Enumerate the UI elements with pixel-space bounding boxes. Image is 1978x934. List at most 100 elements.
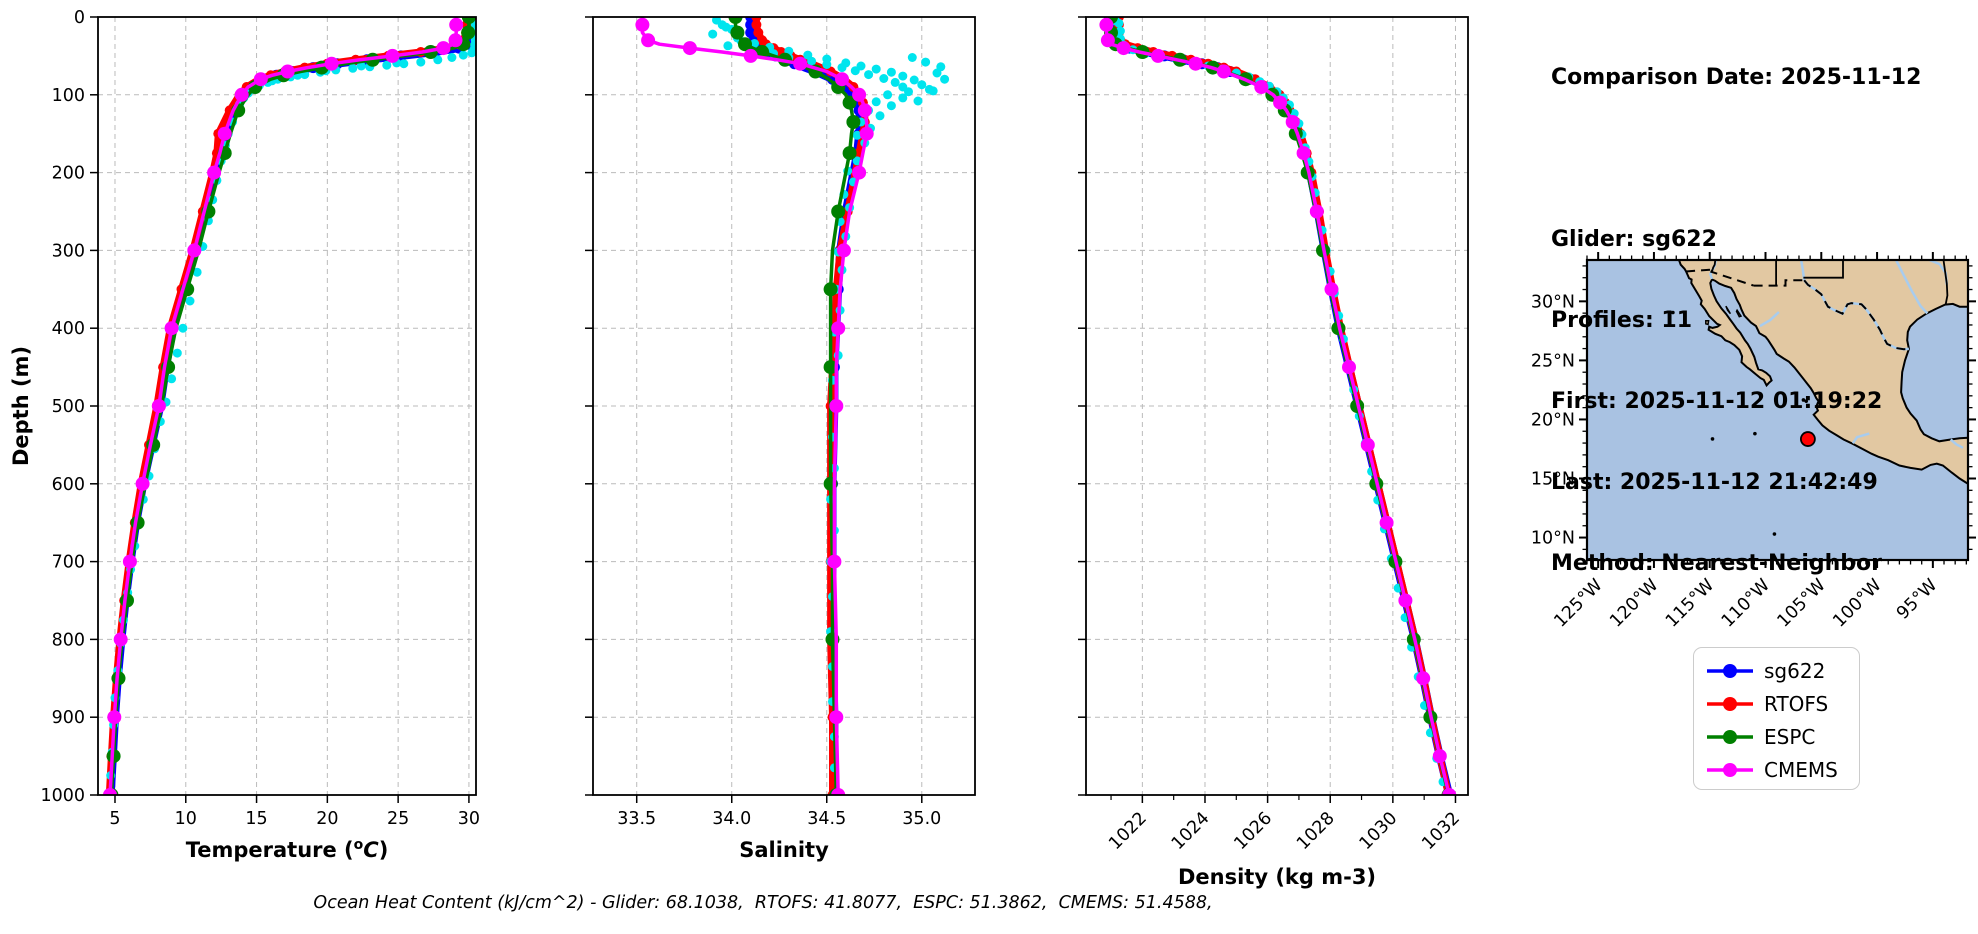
marker-cmems — [852, 87, 867, 102]
series-cmems — [1104, 17, 1451, 795]
map-river — [1949, 438, 1964, 449]
marker-cmems — [1285, 115, 1300, 129]
raw-scatter-point — [458, 50, 468, 60]
xtick-label: 20 — [316, 809, 338, 829]
marker-cmems — [1309, 204, 1324, 219]
map-lat-label: 30°N — [1531, 292, 1575, 312]
marker-cmems — [1360, 437, 1375, 452]
marker-cmems — [743, 48, 758, 63]
raw-scatter-point — [890, 77, 900, 87]
map-lat-label: 10°N — [1531, 529, 1575, 549]
xtick-label: 1022 — [1105, 808, 1151, 854]
map-islet — [1772, 532, 1777, 536]
glider-position-marker — [1800, 431, 1816, 447]
map-river — [1759, 311, 1780, 328]
marker-cmems — [1116, 41, 1131, 56]
ytick-label: 1000 — [40, 786, 85, 806]
raw-scatter-point — [447, 53, 457, 62]
ytick-label: 500 — [52, 397, 85, 417]
xtick-label: 30 — [458, 809, 480, 829]
map-island — [1735, 308, 1743, 318]
raw-scatter-point — [886, 67, 896, 77]
comparison-date-text: Comparison Date: 2025-11-12 — [1551, 65, 1922, 90]
map-border-dashed — [1803, 279, 1909, 351]
ohc-footer: Ocean Heat Content (kJ/cm^2) - Glider: 6… — [313, 893, 1213, 913]
last-profile-time-text: Last: 2025-11-12 21:42:49 — [1551, 470, 1878, 495]
raw-scatter-point — [822, 60, 832, 69]
ytick-label: 400 — [52, 319, 85, 339]
raw-scatter-point — [185, 296, 195, 306]
legend-entry-rtofs: RTOFS — [1706, 687, 1859, 720]
map-river — [1894, 260, 1929, 315]
marker-cmems — [852, 165, 867, 180]
temperature-axis-title: Temperature (oC) — [186, 837, 389, 862]
marker-cmems — [1398, 593, 1413, 608]
raw-scatter-point — [879, 74, 889, 83]
marker-cmems — [857, 103, 872, 118]
marker-cmems — [448, 33, 463, 48]
legend-label: sg622 — [1764, 658, 1826, 683]
xtick-label: 1024 — [1168, 808, 1214, 854]
salinity-axis-title: Salinity — [739, 838, 829, 862]
density-axis-title: Density (kg m-3) — [1178, 865, 1376, 889]
map-border-solid — [1803, 260, 1844, 279]
raw-scatter-point — [886, 101, 896, 111]
marker-cmems — [831, 788, 846, 795]
raw-scatter-point — [852, 130, 862, 140]
map-frame — [1585, 258, 1970, 562]
marker-espc — [728, 17, 743, 24]
marker-espc — [461, 17, 476, 24]
legend-entry-sg622: sg622 — [1706, 654, 1859, 687]
first-profile-time-text: First: 2025-11-12 01:19:22 — [1551, 389, 1883, 414]
xtick-label: 35.0 — [902, 809, 941, 829]
marker-cmems — [635, 17, 650, 32]
legend-label: RTOFS — [1764, 691, 1829, 716]
xtick-label: 1026 — [1231, 808, 1277, 854]
raw-scatter-point — [172, 348, 182, 358]
marker-cmems — [829, 710, 844, 725]
marker-cmems — [1432, 749, 1447, 764]
marker-cmems — [1379, 515, 1394, 530]
marker-cmems — [1442, 788, 1457, 795]
marker-cmems — [324, 56, 339, 71]
legend-entry-espc: ESPC — [1706, 720, 1859, 753]
raw-scatter-point — [909, 75, 919, 85]
marker-cmems — [385, 48, 400, 63]
raw-scatter-point — [932, 68, 942, 78]
ytick-label: 800 — [52, 630, 85, 650]
raw-scatter-point — [917, 80, 927, 90]
xtick-label: 1032 — [1418, 808, 1464, 854]
marker-rtofs — [753, 27, 764, 38]
xtick-label: 1028 — [1293, 808, 1339, 854]
salinity-plot-area — [635, 17, 950, 795]
marker-cmems — [122, 554, 137, 569]
info-gap — [1551, 145, 1921, 172]
xtick-label: 10 — [175, 809, 197, 829]
marker-cmems — [1188, 56, 1203, 71]
marker-cmems — [113, 632, 128, 647]
map-border-dashed — [1686, 268, 1713, 273]
raw-scatter-point — [928, 86, 938, 96]
legend: sg622 RTOFS ESPC CMEMS — [1693, 647, 1860, 790]
marker-cmems — [793, 56, 808, 71]
marker-espc — [842, 146, 857, 161]
map-border-dashed — [1753, 279, 1805, 287]
map-border-dashed — [1709, 268, 1754, 287]
raw-scatter-point — [399, 59, 409, 69]
raw-scatter-point — [416, 57, 426, 67]
marker-cmems — [436, 41, 451, 56]
info-panel: Comparison Date: 2025-11-12 Glider: sg62… — [1551, 10, 1921, 631]
marker-cmems — [187, 243, 202, 258]
xtick-label: 15 — [245, 809, 267, 829]
profiles-count-text: Profiles: 11 — [1551, 308, 1693, 333]
raw-scatter-point — [875, 111, 885, 121]
raw-scatter-point — [913, 96, 923, 106]
temperature-plot-area — [103, 17, 476, 795]
marker-espc — [842, 95, 857, 110]
map-islet — [1801, 398, 1806, 402]
legend-swatch-icon — [1707, 663, 1753, 678]
raw-scatter-point — [898, 93, 908, 103]
xtick-label: 34.0 — [712, 809, 751, 829]
marker-cmems — [1342, 360, 1356, 375]
